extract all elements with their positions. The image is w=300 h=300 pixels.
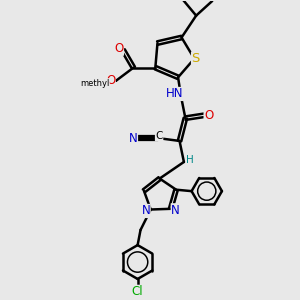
Text: O: O — [106, 74, 115, 87]
Text: O: O — [204, 109, 213, 122]
Text: methyl: methyl — [82, 79, 109, 88]
Text: methyl: methyl — [80, 79, 109, 88]
Text: HN: HN — [166, 88, 183, 100]
Text: H: H — [187, 155, 194, 166]
Text: N: N — [171, 204, 180, 217]
Text: N: N — [129, 131, 137, 145]
Text: N: N — [141, 205, 150, 218]
Text: S: S — [192, 52, 200, 65]
Text: O: O — [114, 42, 124, 55]
Text: C: C — [155, 131, 163, 141]
Text: Cl: Cl — [132, 285, 143, 298]
